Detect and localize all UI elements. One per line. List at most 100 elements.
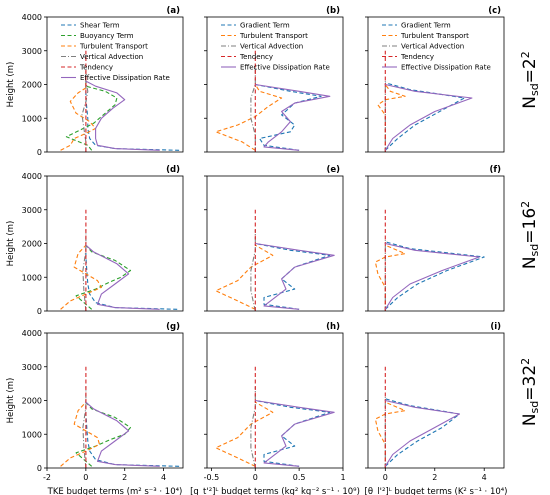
legend: Shear Term Buoyancy Term Turbulent Transpo… <box>61 22 170 82</box>
axes-frame <box>206 175 344 312</box>
panel-label: (g) <box>166 322 180 332</box>
panel-label: (h) <box>326 322 340 332</box>
series-line <box>255 242 335 310</box>
row-label-1: Nsd=22 <box>519 51 541 109</box>
series-line <box>384 83 473 151</box>
x-tick-label: 0.5 <box>293 473 306 482</box>
legend-label: Vertical Advection <box>80 53 143 61</box>
series-line <box>377 84 406 152</box>
panel-i: 0 2 4 (i) [θ_l'²]ᴸ budget terms (K² s⁻¹ · 10… <box>365 322 508 495</box>
series-line <box>75 401 132 467</box>
panel-label: (f) <box>490 165 502 175</box>
svg-text:Nsd=162: Nsd=162 <box>519 201 541 269</box>
legend-label: Tendency <box>79 64 113 72</box>
legend-label: Shear Term <box>80 22 120 30</box>
y-axis-label: Height (m) <box>6 378 16 424</box>
svg-text:Nsd=322: Nsd=322 <box>519 358 541 426</box>
row-label-1-base: N <box>520 96 540 109</box>
y-tick-label: 4000 <box>22 172 42 181</box>
panel-label: (d) <box>166 165 180 175</box>
series-line <box>81 71 89 152</box>
series-line <box>85 401 160 467</box>
row-label-1-sub: sd <box>528 83 541 96</box>
y-tick-label: 2000 <box>22 81 42 90</box>
y-tick-label: 1000 <box>22 114 42 123</box>
x-tick-label: -0.5 <box>204 473 220 482</box>
series-group <box>60 209 178 311</box>
legend-label: Effective Dissipation Rate <box>80 74 170 82</box>
series-line <box>250 230 256 311</box>
series-line <box>384 242 480 310</box>
series-group <box>60 366 180 468</box>
legend: Gradient Term Turbulent Transport Vertical… <box>382 22 491 72</box>
y-tick-label: 2000 <box>22 397 42 406</box>
svg-text:Nsd=22: Nsd=22 <box>519 51 541 109</box>
series-line <box>60 244 102 310</box>
series-group <box>60 50 180 152</box>
series-line <box>85 77 180 151</box>
x-tick-label: 2 <box>122 473 127 482</box>
y-axis-label: Height (m) <box>6 221 16 267</box>
legend-label: Effective Dissipation Rate <box>401 64 491 72</box>
series-line <box>255 399 335 467</box>
series-line <box>215 401 274 467</box>
panel-label: (c) <box>488 6 501 16</box>
series-line <box>250 67 256 152</box>
y-tick-label: 3000 <box>22 363 42 372</box>
legend-label: Vertical Advection <box>401 43 464 51</box>
x-axis-label: TKE budget terms (m² s⁻³ · 10⁴) <box>47 487 183 495</box>
row-label-2-sup: 2 <box>519 201 532 208</box>
y-tick-label: 1000 <box>22 430 42 439</box>
series-group <box>377 50 473 152</box>
panel-c: (c) Gradient Term Turbulent Transport Verti… <box>365 6 505 153</box>
series-line <box>75 244 132 310</box>
x-tick-label: 4 <box>482 473 487 482</box>
series-group <box>374 209 485 311</box>
legend-label: Effective Dissipation Rate <box>240 64 330 72</box>
legend-label: Turbulent Transport <box>239 32 308 40</box>
series-line <box>85 80 160 151</box>
row-label-3-sup: 2 <box>519 358 532 365</box>
panel-label: (b) <box>326 6 340 16</box>
y-tick-label: 0 <box>37 148 42 157</box>
y-tick-label: 3000 <box>22 206 42 215</box>
legend-label: Tendency <box>239 53 273 61</box>
y-tick-label: 2000 <box>22 240 42 249</box>
axes-frame <box>46 175 184 312</box>
y-axis-label: Height (m) <box>6 62 16 108</box>
y-tick-label: 4000 <box>22 329 42 338</box>
row-label-2-base: N <box>520 256 540 269</box>
y-tick-label: 1000 <box>22 273 42 282</box>
row-label-1-eq: =2 <box>520 58 540 83</box>
legend-label: Gradient Term <box>240 22 290 30</box>
row-label-3: Nsd=322 <box>519 358 541 426</box>
panel-d: 0 1000 2000 3000 4000 (d) Height (m) <box>6 165 184 316</box>
panel-a: 0 1000 2000 3000 4000 (a) Height (m) Shear Term… <box>6 6 184 157</box>
row-label-3-base: N <box>520 413 540 426</box>
x-tick-label: -2 <box>43 473 51 482</box>
panel-label: (i) <box>490 322 501 332</box>
series-line <box>215 84 283 151</box>
panel-h: -0.5 0 0.5 1 (h) [q_t'²]ᴸ budget terms (kg² k… <box>190 322 360 495</box>
series-line <box>384 241 485 310</box>
series-line <box>215 244 274 310</box>
row-label-1-sup: 2 <box>519 51 532 58</box>
series-group <box>215 50 331 152</box>
legend: Gradient Term Turbulent Transport Vertical… <box>221 22 330 72</box>
series-line <box>255 83 331 151</box>
x-axis-label: [θ_l'²]ᴸ budget terms (K² s⁻¹ · 10⁴) <box>365 487 508 495</box>
y-tick-label: 0 <box>37 307 42 316</box>
legend-label: Buoyancy Term <box>80 32 134 40</box>
row-label-2-eq: =16 <box>520 208 540 244</box>
series-line <box>65 81 118 151</box>
row-label-3-sub: sd <box>528 401 541 414</box>
series-line <box>255 83 322 151</box>
y-tick-label: 4000 <box>22 13 42 22</box>
x-axis-label: [q_t'²]ᴸ budget terms (kg² kg⁻² s⁻¹ · 10… <box>190 487 360 495</box>
row-label-3-eq: =32 <box>520 365 540 401</box>
series-line <box>250 387 256 468</box>
series-group <box>374 366 461 468</box>
x-tick-label: 1 <box>340 473 345 482</box>
series-group <box>215 209 335 311</box>
